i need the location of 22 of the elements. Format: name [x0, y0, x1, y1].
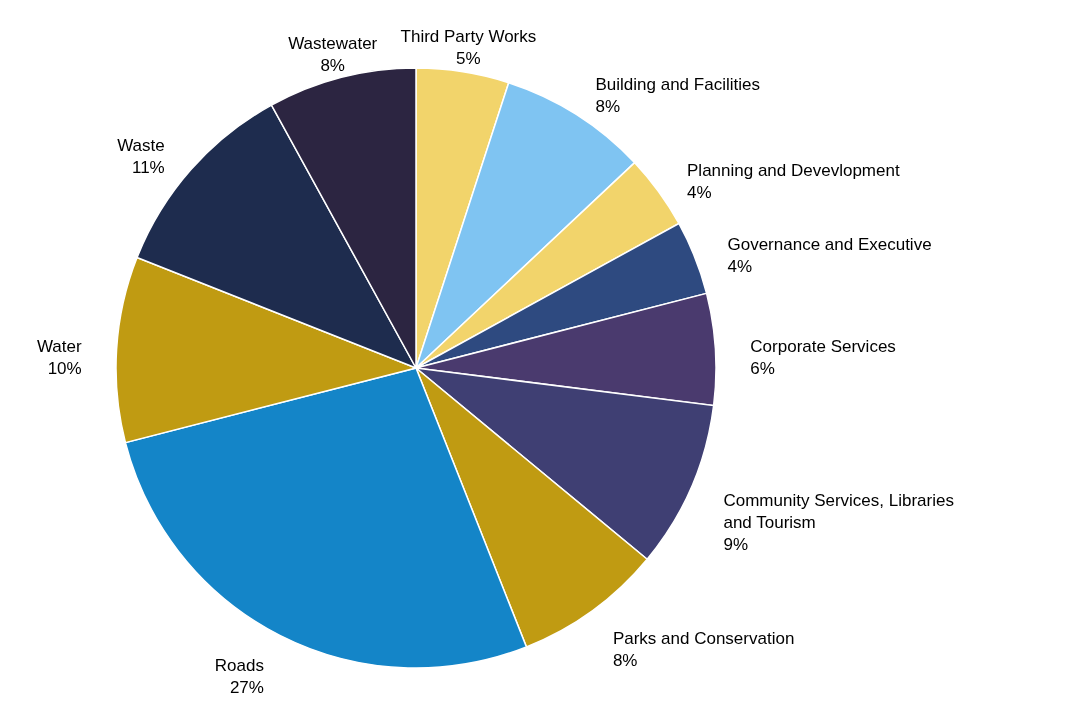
data-label: 8% — [612, 651, 638, 671]
data-label: 4% — [687, 183, 712, 203]
data-label: 9% — [723, 535, 749, 555]
slice-label: Parks and Conservation — [612, 629, 795, 649]
data-label: 27% — [229, 678, 264, 698]
slice-label: Planning and Devevlopment — [687, 161, 900, 181]
data-label: 4% — [727, 256, 753, 276]
slice-label: Water — [36, 336, 82, 356]
data-label: 6% — [750, 358, 775, 378]
data-label: 10% — [47, 358, 82, 378]
slice-label: Wastewater — [288, 33, 378, 53]
data-label: 8% — [320, 55, 345, 75]
slice-label: Governance and Executive — [727, 234, 932, 254]
slice-label: Corporate Services — [750, 336, 896, 356]
slice-label: Building and Facilities — [595, 75, 760, 95]
slice-label: Roads — [214, 656, 264, 676]
data-label: 5% — [456, 49, 481, 69]
slice-label: Waste — [117, 136, 165, 156]
data-label: 11% — [131, 158, 165, 178]
slice-label: Community Services, Libraries and Tourism — [723, 491, 954, 533]
data-label: 8% — [595, 97, 621, 117]
slice-label: Third Party Works — [400, 27, 537, 47]
